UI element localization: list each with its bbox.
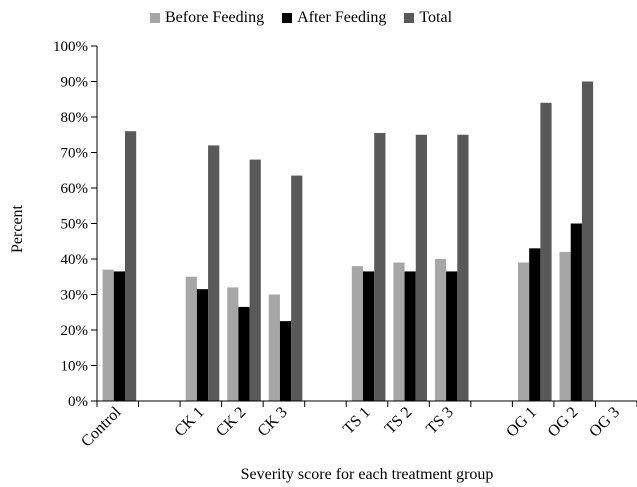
bar-before-feeding	[351, 266, 364, 401]
y-tick-label: 60%	[61, 181, 89, 197]
y-tick-label: 40%	[61, 252, 89, 268]
bar-total	[540, 102, 552, 402]
legend-swatch-after-feeding	[282, 13, 293, 23]
bar-after-feeding	[529, 248, 541, 401]
bar-total	[457, 134, 469, 401]
bar-after-feeding	[279, 321, 292, 401]
bar-after-feeding	[113, 271, 125, 401]
x-tick-label: TS 3	[423, 404, 457, 438]
bar-total	[208, 145, 220, 401]
bar-before-feeding	[102, 269, 114, 401]
x-tick-label: CK 3	[255, 404, 291, 440]
legend-item-before-feeding: Before Feeding	[150, 9, 264, 27]
bar-after-feeding	[570, 223, 582, 401]
x-tick-label: CK 1	[171, 404, 207, 440]
y-axis: 0% 10% 20% 30% 40% 50% 60% 70% 80% 90% 100%	[53, 39, 97, 410]
bar-after-feeding	[446, 271, 458, 401]
bar-before-feeding	[517, 262, 530, 401]
x-tick-label: OG 1	[503, 404, 540, 441]
legend-label-total: Total	[419, 9, 453, 26]
bar-before-feeding	[393, 262, 405, 401]
axes	[96, 46, 637, 407]
y-tick-label: 100%	[53, 39, 88, 55]
legend: Before Feeding After Feeding Total	[150, 6, 452, 30]
legend-swatch-total	[404, 13, 415, 23]
y-tick-label: 10%	[61, 359, 89, 375]
bar-before-feeding	[227, 287, 239, 401]
legend-item-total: Total	[404, 9, 452, 27]
bars-group	[102, 81, 594, 402]
bar-total	[415, 134, 427, 401]
x-tick-label: Control	[78, 403, 125, 450]
x-tick-label: TS 2	[382, 404, 416, 438]
legend-label-before-feeding: Before Feeding	[165, 9, 265, 26]
bar-total	[125, 131, 137, 401]
y-tick-label: 70%	[61, 146, 89, 162]
bar-total	[581, 81, 594, 401]
x-tick-label: OG 2	[545, 404, 582, 441]
bar-before-feeding	[559, 251, 571, 401]
bar-before-feeding	[434, 259, 447, 401]
y-tick-label: 90%	[61, 75, 89, 91]
y-tick-label: 20%	[61, 323, 89, 339]
y-tick-label: 50%	[61, 217, 89, 233]
bar-before-feeding	[268, 294, 280, 401]
bar-total	[374, 132, 386, 401]
x-tick-label: TS 1	[340, 404, 374, 438]
x-tick-label: OG 3	[586, 404, 623, 441]
bar-after-feeding	[404, 271, 416, 401]
bar-after-feeding	[363, 271, 375, 401]
bar-before-feeding	[185, 276, 197, 401]
bar-after-feeding	[196, 289, 209, 401]
x-axis-label: Severity score for each treatment group	[241, 466, 494, 483]
y-tick-label: 80%	[61, 110, 89, 126]
y-tick-label: 0%	[68, 394, 88, 410]
legend-item-after-feeding: After Feeding	[282, 9, 386, 27]
y-tick-label: 30%	[61, 288, 89, 304]
bar-total	[291, 175, 303, 401]
bar-after-feeding	[238, 306, 250, 401]
y-axis-label: Percent	[9, 204, 26, 253]
legend-label-after-feeding: After Feeding	[297, 9, 387, 26]
bar-total	[249, 159, 261, 401]
x-tick-label: CK 2	[213, 404, 249, 440]
legend-swatch-before-feeding	[150, 13, 160, 23]
